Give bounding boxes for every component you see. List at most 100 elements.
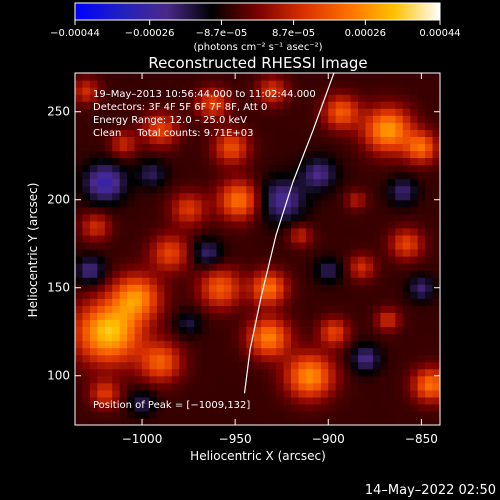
heatmap-cell bbox=[194, 241, 203, 250]
heatmap-cell bbox=[313, 333, 322, 342]
heatmap-cell bbox=[112, 326, 121, 335]
heatmap-cell bbox=[380, 171, 389, 180]
heatmap-cell bbox=[402, 157, 411, 166]
heatmap-cell bbox=[156, 150, 165, 159]
heatmap-cell bbox=[142, 312, 151, 320]
heatmap-cell bbox=[179, 122, 188, 130]
heatmap-cell bbox=[343, 150, 352, 159]
heatmap-cell bbox=[328, 382, 337, 391]
heatmap-cell bbox=[380, 249, 389, 257]
heatmap-cell bbox=[261, 199, 270, 208]
heatmap-cell bbox=[89, 150, 98, 159]
heatmap-cell bbox=[89, 403, 98, 412]
heatmap-cell bbox=[171, 249, 180, 257]
heatmap-cell bbox=[209, 206, 218, 215]
heatmap-cell bbox=[276, 368, 285, 377]
heatmap-cell bbox=[305, 73, 314, 81]
heatmap-cell bbox=[104, 270, 113, 278]
heatmap-cell bbox=[276, 417, 285, 425]
heatmap-cell bbox=[425, 192, 434, 201]
heatmap-cell bbox=[246, 382, 255, 391]
heatmap-cell bbox=[372, 136, 382, 144]
heatmap-cell bbox=[387, 87, 396, 95]
heatmap-cell bbox=[276, 73, 285, 81]
heatmap-cell bbox=[149, 270, 158, 278]
heatmap-cell bbox=[395, 122, 404, 130]
heatmap-cell bbox=[350, 319, 359, 328]
heatmap-cell bbox=[246, 206, 255, 215]
heatmap-cell bbox=[112, 403, 121, 412]
heatmap-cell bbox=[268, 284, 277, 292]
heatmap-cell bbox=[97, 220, 106, 229]
heatmap-cell bbox=[320, 270, 329, 278]
heatmap-cell bbox=[261, 101, 270, 109]
heatmap-cell bbox=[425, 220, 434, 229]
heatmap-cell bbox=[372, 298, 382, 306]
heatmap-cell bbox=[231, 305, 240, 313]
heatmap-cell bbox=[305, 136, 314, 144]
heatmap-cell bbox=[156, 389, 165, 398]
x-tick-label: −1000 bbox=[122, 432, 163, 446]
heatmap-cell bbox=[298, 347, 307, 356]
heatmap-cell bbox=[134, 382, 143, 391]
heatmap-cell bbox=[358, 340, 367, 349]
heatmap-cell bbox=[82, 319, 91, 328]
heatmap-cell bbox=[201, 375, 210, 384]
heatmap-cell bbox=[372, 122, 382, 130]
heatmap-cell bbox=[305, 171, 314, 180]
heatmap-cell bbox=[231, 326, 240, 335]
heatmap-cell bbox=[194, 101, 203, 109]
heatmap-cell bbox=[395, 417, 404, 425]
heatmap-cell bbox=[291, 150, 300, 159]
heatmap-cell bbox=[97, 319, 106, 328]
heatmap-cell bbox=[112, 417, 121, 425]
heatmap-cell bbox=[82, 87, 91, 95]
heatmap-cell bbox=[246, 129, 255, 137]
heatmap-cell bbox=[365, 319, 374, 328]
heatmap-cell bbox=[372, 375, 382, 384]
heatmap-cell bbox=[127, 270, 136, 278]
heatmap-cell bbox=[164, 164, 173, 173]
heatmap-cell bbox=[149, 340, 158, 349]
heatmap-cell bbox=[365, 326, 374, 335]
heatmap-cell bbox=[402, 305, 411, 313]
heatmap-cell bbox=[194, 192, 203, 201]
heatmap-cell bbox=[186, 129, 195, 137]
heatmap-cell bbox=[320, 101, 329, 109]
heatmap-cell bbox=[291, 305, 300, 313]
heatmap-cell bbox=[365, 368, 374, 377]
heatmap-cell bbox=[372, 396, 382, 405]
heatmap-cell bbox=[372, 361, 382, 370]
heatmap-cell bbox=[298, 213, 307, 222]
heatmap-cell bbox=[291, 340, 300, 349]
heatmap-cell bbox=[328, 122, 337, 130]
heatmap-cell bbox=[395, 396, 404, 405]
heatmap-cell bbox=[395, 227, 404, 236]
heatmap-cell bbox=[365, 143, 374, 152]
heatmap-cell bbox=[387, 164, 396, 173]
heatmap-cell bbox=[276, 101, 285, 109]
heatmap-cell bbox=[417, 157, 426, 166]
heatmap-cell bbox=[104, 94, 113, 102]
heatmap-cell bbox=[328, 312, 337, 320]
heatmap-cell bbox=[223, 101, 233, 109]
heatmap-cell bbox=[238, 375, 247, 384]
heatmap-cell bbox=[283, 354, 292, 363]
heatmap-cell bbox=[305, 298, 314, 306]
heatmap-cell bbox=[223, 206, 233, 215]
heatmap-cell bbox=[134, 396, 143, 405]
heatmap-cell bbox=[358, 291, 367, 299]
heatmap-cell bbox=[238, 94, 247, 102]
heatmap-cell bbox=[156, 256, 165, 264]
heatmap-cell bbox=[425, 319, 434, 328]
heatmap-cell bbox=[372, 368, 382, 377]
heatmap-cell bbox=[223, 115, 233, 123]
heatmap-cell bbox=[380, 234, 389, 243]
heatmap-cell bbox=[89, 277, 98, 285]
heatmap-cell bbox=[402, 122, 411, 130]
heatmap-cell bbox=[313, 403, 322, 412]
heatmap-cell bbox=[320, 199, 329, 208]
heatmap-cell bbox=[194, 136, 203, 144]
heatmap-cell bbox=[283, 270, 292, 278]
heatmap-cell bbox=[402, 291, 411, 299]
